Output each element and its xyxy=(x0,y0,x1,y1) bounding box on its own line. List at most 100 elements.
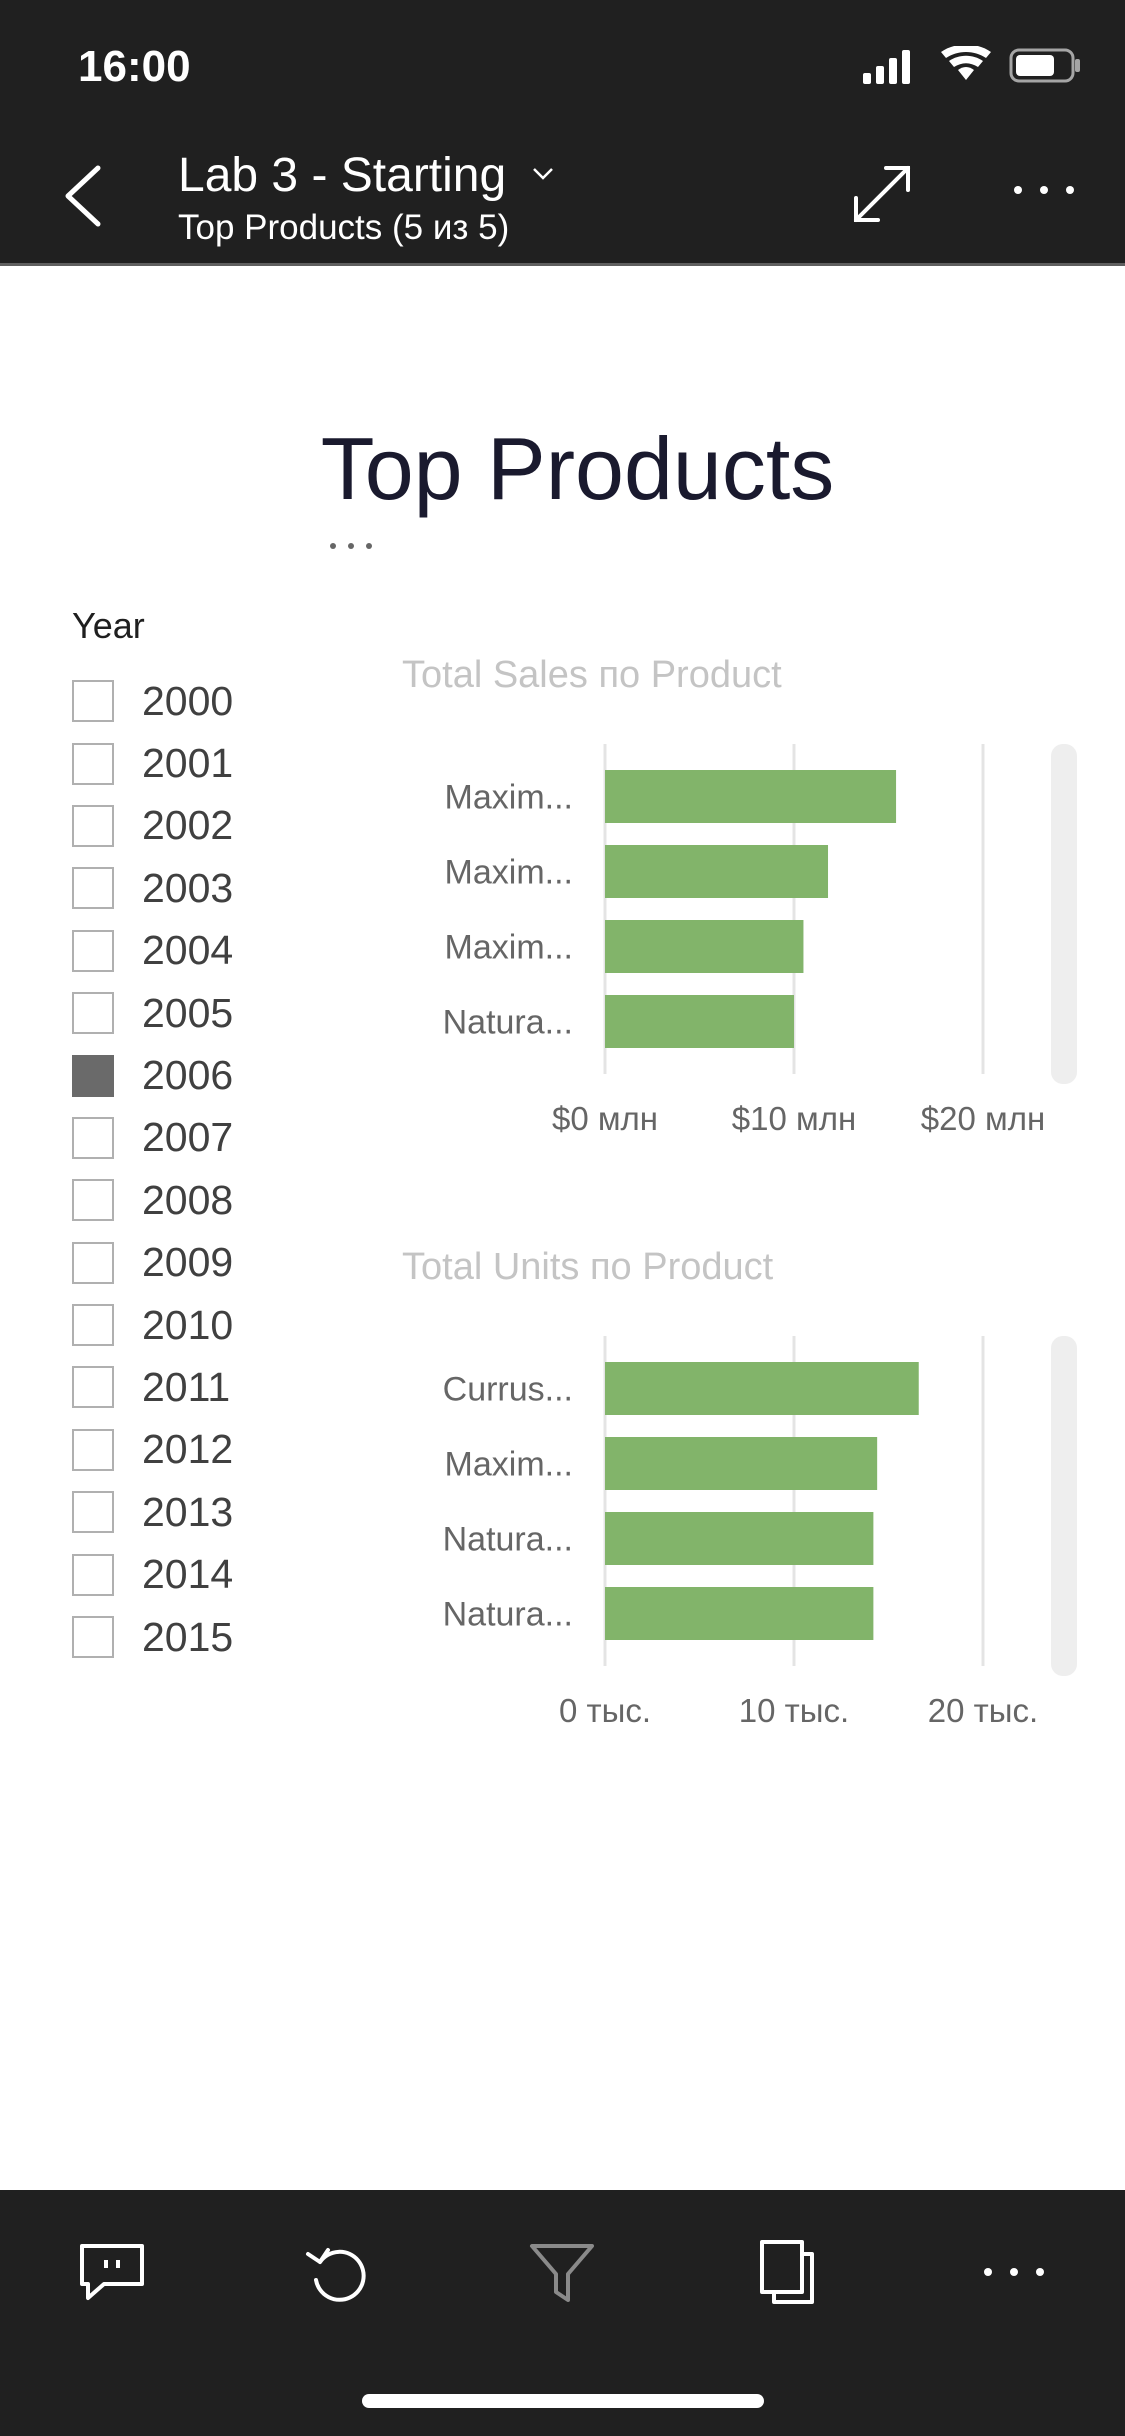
slicer-item-label: 2008 xyxy=(142,1176,234,1223)
slicer-checkbox[interactable] xyxy=(72,1304,114,1347)
category-label: Natura... xyxy=(443,1004,573,1042)
back-button[interactable] xyxy=(54,158,114,234)
header-divider xyxy=(0,263,1125,266)
chart-title-units: Total Units по Product xyxy=(402,1246,774,1288)
slicer-item-2005[interactable]: 2005 xyxy=(72,982,312,1044)
category-label: Maxim... xyxy=(445,929,573,967)
slicer-item-label: 2010 xyxy=(142,1301,234,1348)
slicer-header: Year xyxy=(72,605,145,646)
slicer-checkbox[interactable] xyxy=(72,680,114,723)
slicer-item-2000[interactable]: 2000 xyxy=(72,670,312,732)
bar[interactable] xyxy=(605,1512,874,1565)
slicer-checkbox[interactable] xyxy=(72,1054,114,1097)
slicer-checkbox[interactable] xyxy=(72,1491,114,1534)
slicer-item-2003[interactable]: 2003 xyxy=(72,857,312,919)
status-icons xyxy=(863,46,1080,84)
slicer-checkbox[interactable] xyxy=(72,1179,114,1222)
slicer-checkbox[interactable] xyxy=(72,1241,114,1284)
slicer-item-2008[interactable]: 2008 xyxy=(72,1169,312,1231)
year-slicer: 2000 2001 2002 2003 2004 2005 2006 2007 2008 2009… xyxy=(72,670,312,1668)
slicer-item-label: 2002 xyxy=(142,802,234,849)
slicer-checkbox[interactable] xyxy=(72,1366,114,1409)
comments-button[interactable] xyxy=(72,2232,152,2312)
bar[interactable] xyxy=(605,920,804,973)
chart-scrollbar[interactable] xyxy=(1051,744,1077,1084)
app-header: 16:00 Lab 3 - Starting Top Products (5 и… xyxy=(0,0,1125,266)
battery-icon xyxy=(1009,48,1080,83)
slicer-item-2001[interactable]: 2001 xyxy=(72,732,312,794)
slicer-item-label: 2005 xyxy=(142,989,234,1036)
pages-button[interactable] xyxy=(748,2232,828,2312)
reset-button[interactable] xyxy=(298,2232,378,2312)
slicer-item-label: 2004 xyxy=(142,927,234,974)
pages-icon xyxy=(760,2240,814,2304)
x-tick-label: $20 млн xyxy=(921,1100,1045,1137)
home-indicator[interactable] xyxy=(362,2394,764,2408)
cellular-signal-icon xyxy=(863,50,910,84)
slicer-checkbox[interactable] xyxy=(72,742,114,785)
units-bar-chart: 0 тыс. 10 тыс. 20 тыс. Currus... Maxim... Nat… xyxy=(443,1336,1077,1729)
slicer-item-2004[interactable]: 2004 xyxy=(72,920,312,982)
slicer-item-label: 2003 xyxy=(142,864,234,911)
x-tick-label: 0 тыс. xyxy=(559,1692,651,1729)
category-label: Maxim... xyxy=(445,1446,573,1484)
slicer-item-2013[interactable]: 2013 xyxy=(72,1481,312,1543)
bar[interactable] xyxy=(605,995,794,1048)
slicer-item-label: 2012 xyxy=(142,1426,234,1473)
bar[interactable] xyxy=(605,845,829,898)
bar[interactable] xyxy=(605,770,897,823)
slicer-checkbox[interactable] xyxy=(72,1553,114,1596)
comment-icon xyxy=(80,2244,144,2300)
bar[interactable] xyxy=(605,1587,874,1640)
slicer-item-2006[interactable]: 2006 xyxy=(72,1044,312,1106)
slicer-item-2011[interactable]: 2011 xyxy=(72,1356,312,1418)
slicer-checkbox[interactable] xyxy=(72,1428,114,1471)
wifi-icon xyxy=(941,46,991,80)
category-label: Maxim... xyxy=(445,779,573,817)
expand-button[interactable] xyxy=(846,158,918,230)
visual-more-options[interactable] xyxy=(328,538,378,554)
x-tick-label: $0 млн xyxy=(552,1100,658,1137)
expand-icon xyxy=(854,166,910,222)
x-tick-label: 10 тыс. xyxy=(739,1692,849,1729)
chevron-down-icon[interactable] xyxy=(530,160,556,186)
category-label: Natura... xyxy=(443,1596,573,1634)
slicer-item-label: 2001 xyxy=(142,740,234,787)
bar[interactable] xyxy=(605,1437,878,1490)
chart-title-sales: Total Sales по Product xyxy=(402,654,782,696)
more-actions-button[interactable] xyxy=(974,2232,1054,2312)
slicer-item-2009[interactable]: 2009 xyxy=(72,1232,312,1294)
x-tick-label: $10 млн xyxy=(732,1100,856,1137)
sales-bar-chart: $0 млн $10 млн $20 млн Maxim... Maxim... Maxi… xyxy=(443,744,1077,1137)
slicer-item-label: 2011 xyxy=(142,1363,231,1410)
more-icon xyxy=(984,2268,1044,2276)
category-label: Maxim... xyxy=(445,854,573,892)
slicer-checkbox[interactable] xyxy=(72,1616,114,1659)
slicer-checkbox[interactable] xyxy=(72,1116,114,1159)
slicer-item-2015[interactable]: 2015 xyxy=(72,1606,312,1668)
slicer-item-label: 2006 xyxy=(142,1052,234,1099)
page-subtitle: Top Products (5 из 5) xyxy=(178,208,510,247)
slicer-checkbox[interactable] xyxy=(72,867,114,910)
more-icon xyxy=(1014,186,1074,194)
filter-button[interactable] xyxy=(522,2232,602,2312)
bar[interactable] xyxy=(605,1362,919,1415)
status-time: 16:00 xyxy=(78,42,191,91)
slicer-item-2014[interactable]: 2014 xyxy=(72,1543,312,1605)
filter-icon xyxy=(530,2244,594,2302)
slicer-item-label: 2007 xyxy=(142,1114,234,1161)
slicer-item-2002[interactable]: 2002 xyxy=(72,795,312,857)
slicer-checkbox[interactable] xyxy=(72,992,114,1035)
report-title[interactable]: Lab 3 - Starting xyxy=(178,149,507,202)
slicer-item-label: 2013 xyxy=(142,1488,234,1535)
chevron-left-icon xyxy=(65,165,101,227)
chart-scrollbar[interactable] xyxy=(1051,1336,1077,1676)
slicer-checkbox[interactable] xyxy=(72,804,114,847)
page-title: Top Products xyxy=(320,419,835,518)
slicer-item-label: 2015 xyxy=(142,1613,234,1660)
slicer-item-2010[interactable]: 2010 xyxy=(72,1294,312,1356)
slicer-checkbox[interactable] xyxy=(72,929,114,972)
slicer-item-2007[interactable]: 2007 xyxy=(72,1107,312,1169)
more-options-button[interactable] xyxy=(1008,170,1080,210)
slicer-item-2012[interactable]: 2012 xyxy=(72,1419,312,1481)
